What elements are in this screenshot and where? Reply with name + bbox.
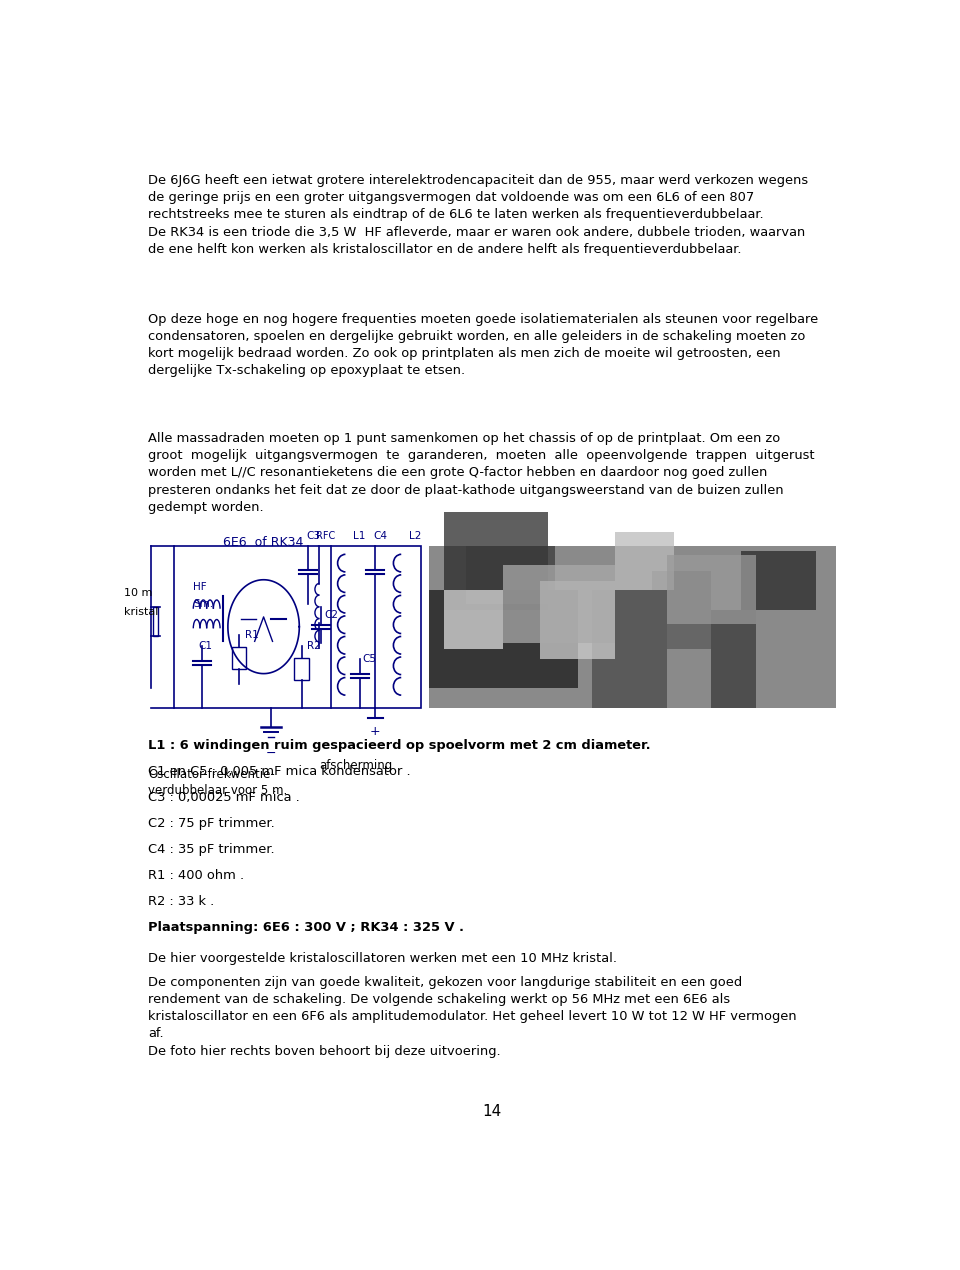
Bar — [503, 565, 614, 644]
Text: R1: R1 — [245, 630, 259, 640]
Text: RFC: RFC — [316, 531, 335, 541]
Bar — [154, 607, 158, 636]
Bar — [429, 546, 836, 707]
Text: 10 m: 10 m — [125, 588, 153, 598]
Text: L1 : 6 windingen ruim gespacieerd op spoelvorm met 2 cm diameter.: L1 : 6 windingen ruim gespacieerd op spo… — [148, 739, 651, 752]
Bar — [667, 555, 756, 624]
Bar — [540, 580, 614, 659]
Text: C2: C2 — [324, 611, 339, 620]
Text: kristal: kristal — [125, 607, 158, 617]
Bar — [592, 591, 667, 707]
Text: R2 : 33 k .: R2 : 33 k . — [148, 894, 214, 908]
Text: Plaatspanning: 6E6 : 300 V ; RK34 : 325 V .: Plaatspanning: 6E6 : 300 V ; RK34 : 325 … — [148, 921, 465, 933]
Text: HF: HF — [193, 583, 206, 592]
Text: afscherming: afscherming — [320, 758, 393, 772]
Text: C3: C3 — [306, 531, 320, 541]
Text: 6E6  of RK34: 6E6 of RK34 — [223, 536, 303, 549]
Bar — [652, 572, 711, 649]
Text: 14: 14 — [482, 1104, 502, 1119]
Bar — [231, 646, 247, 669]
Text: C4: C4 — [372, 531, 387, 541]
Text: C4 : 35 pF trimmer.: C4 : 35 pF trimmer. — [148, 843, 275, 856]
Text: C3 : 0,00025 mF mica .: C3 : 0,00025 mF mica . — [148, 791, 300, 804]
Bar — [466, 546, 555, 605]
Bar — [429, 591, 578, 688]
Text: R1 : 400 ohm .: R1 : 400 ohm . — [148, 869, 245, 881]
Bar — [294, 658, 309, 681]
Bar — [175, 546, 421, 707]
Bar — [741, 551, 816, 610]
Text: De 6J6G heeft een ietwat grotere interelektrodencapaciteit dan de 955, maar werd: De 6J6G heeft een ietwat grotere interel… — [148, 174, 808, 255]
Text: Op deze hoge en nog hogere frequenties moeten goede isolatiematerialen als steun: Op deze hoge en nog hogere frequenties m… — [148, 312, 819, 377]
Text: R2: R2 — [307, 641, 322, 652]
Text: −: − — [266, 747, 276, 759]
Text: C5: C5 — [363, 654, 376, 664]
Text: C1: C1 — [198, 641, 212, 652]
Text: C2 : 75 pF trimmer.: C2 : 75 pF trimmer. — [148, 817, 275, 829]
Text: De componenten zijn van goede kwaliteit, gekozen voor langdurige stabiliteit en : De componenten zijn van goede kwaliteit,… — [148, 975, 797, 1058]
Text: Alle massadraden moeten op 1 punt samenkomen op het chassis of op de printplaat.: Alle massadraden moeten op 1 punt samenk… — [148, 432, 815, 514]
Bar — [711, 610, 756, 707]
Text: C1 en C5 : 0,005 mF mica kondensator .: C1 en C5 : 0,005 mF mica kondensator . — [148, 765, 411, 779]
Text: De hier voorgestelde kristaloscillatoren werken met een 10 MHz kristal.: De hier voorgestelde kristaloscillatoren… — [148, 952, 617, 965]
Bar — [444, 512, 548, 610]
Text: L1: L1 — [353, 531, 365, 541]
Text: +: + — [370, 725, 380, 738]
Text: Oscillator-frekwentie-
verdubbelaar voor 5 m.: Oscillator-frekwentie- verdubbelaar voor… — [148, 768, 288, 798]
Text: L2: L2 — [409, 531, 421, 541]
Bar — [614, 532, 674, 591]
Bar — [444, 591, 503, 649]
Text: Sm.: Sm. — [193, 599, 213, 610]
